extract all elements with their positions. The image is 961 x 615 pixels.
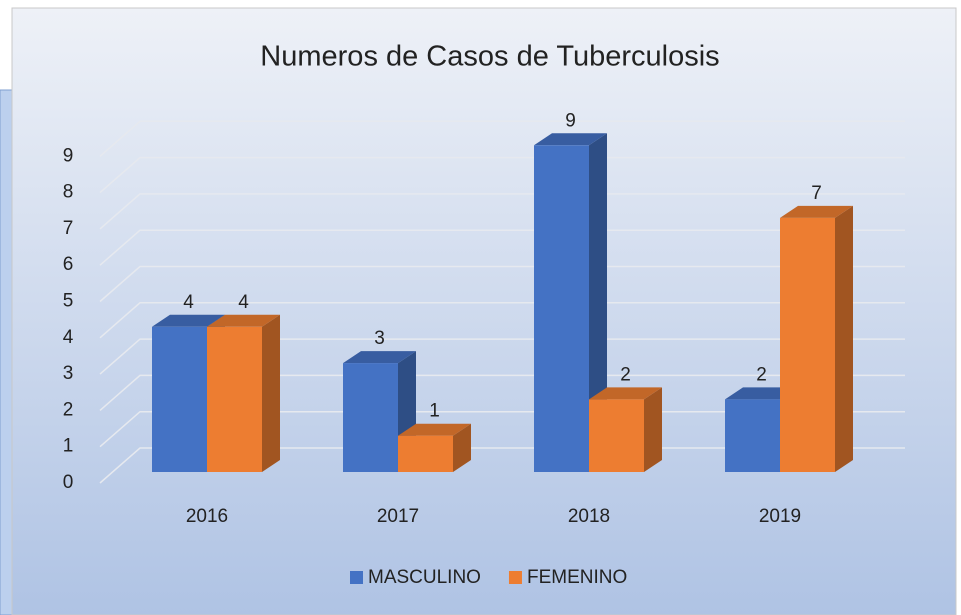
grid-line bbox=[99, 265, 905, 303]
grid-line bbox=[99, 156, 905, 194]
y-tick-label: 3 bbox=[63, 363, 74, 384]
y-tick-label: 6 bbox=[63, 254, 74, 275]
legend-label: MASCULINO bbox=[368, 567, 481, 588]
bar bbox=[589, 399, 644, 472]
data-label: 1 bbox=[429, 401, 440, 422]
x-tick-label: 2018 bbox=[568, 506, 610, 527]
y-tick-label: 1 bbox=[63, 436, 74, 457]
bar-side bbox=[262, 314, 280, 472]
bar-top bbox=[207, 314, 280, 327]
bar-side bbox=[589, 133, 607, 473]
y-tick-label: 2 bbox=[63, 399, 74, 420]
y-tick-label: 0 bbox=[63, 472, 74, 493]
grid-line bbox=[99, 338, 905, 375]
chart-title: Numeros de Casos de Tuberculosis bbox=[260, 41, 719, 73]
legend-swatch bbox=[350, 571, 363, 584]
bar-top bbox=[780, 205, 853, 218]
y-tick-label: 5 bbox=[63, 291, 74, 312]
grid-line bbox=[99, 120, 905, 157]
legend-label: FEMENINO bbox=[527, 567, 627, 588]
grid-line bbox=[99, 229, 905, 266]
data-label: 9 bbox=[565, 110, 576, 131]
y-tick-label: 9 bbox=[63, 145, 74, 166]
grid-line bbox=[99, 302, 905, 339]
y-tick-label: 7 bbox=[63, 218, 74, 239]
x-tick-label: 2017 bbox=[377, 506, 419, 527]
x-tick-label: 2016 bbox=[186, 506, 228, 527]
data-label: 2 bbox=[756, 364, 767, 385]
bar-top bbox=[534, 133, 607, 146]
data-label: 4 bbox=[183, 292, 194, 313]
bar bbox=[780, 217, 835, 472]
data-label: 3 bbox=[374, 328, 385, 349]
bar bbox=[398, 435, 453, 472]
data-label: 2 bbox=[620, 364, 631, 385]
bar bbox=[343, 363, 398, 472]
bar-side bbox=[644, 387, 662, 472]
bar-top bbox=[343, 351, 416, 364]
grid-line bbox=[99, 193, 905, 230]
bar-top bbox=[398, 423, 471, 436]
grid-line bbox=[99, 374, 905, 411]
x-tick-label: 2019 bbox=[759, 506, 801, 527]
data-label: 7 bbox=[811, 183, 822, 204]
bar bbox=[207, 326, 262, 472]
bar bbox=[534, 145, 589, 473]
bar-top bbox=[725, 387, 798, 400]
y-tick-label: 8 bbox=[63, 182, 74, 203]
data-label: 4 bbox=[238, 292, 249, 313]
bar-top bbox=[589, 387, 662, 400]
legend-swatch bbox=[508, 571, 522, 584]
bar-top bbox=[152, 314, 225, 327]
sheet-edge bbox=[0, 89, 13, 615]
bar-side bbox=[453, 423, 471, 472]
y-tick-label: 4 bbox=[63, 327, 74, 348]
bar-side bbox=[835, 205, 853, 472]
bar bbox=[725, 399, 780, 472]
bar bbox=[152, 326, 207, 472]
